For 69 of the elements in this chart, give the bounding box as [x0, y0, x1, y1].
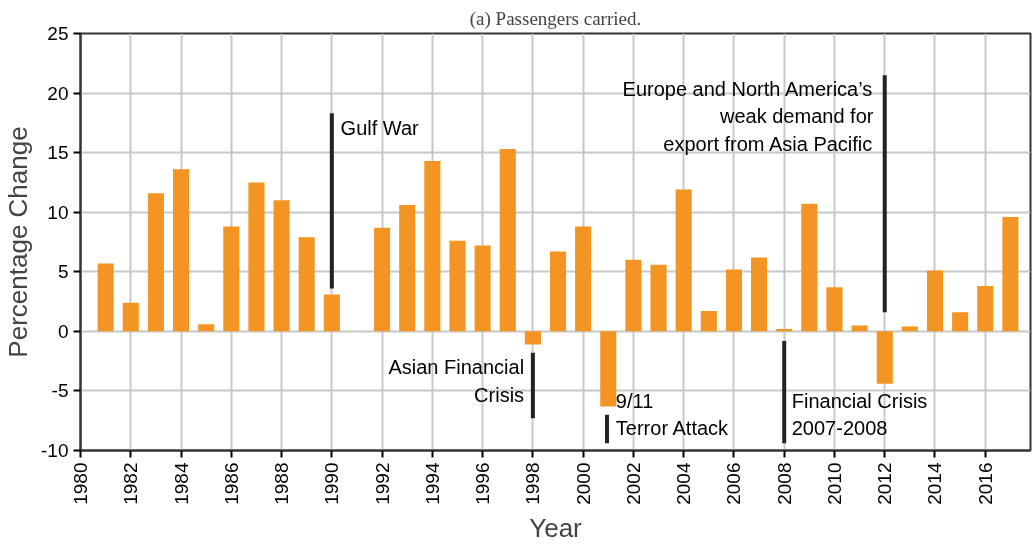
bar — [700, 311, 717, 332]
x-tick-label: 1990 — [321, 462, 343, 505]
bar — [876, 331, 893, 384]
bar — [725, 269, 742, 332]
annotation: Financial Crisis 2007-2008 — [791, 389, 928, 440]
bar — [926, 270, 944, 332]
y-tick-label: -10 — [41, 440, 69, 461]
bar — [273, 200, 290, 332]
bar — [223, 226, 240, 332]
bar — [751, 257, 768, 332]
x-tick-label: 1980 — [70, 462, 91, 505]
x-tick-label: 2006 — [723, 462, 745, 505]
bar — [675, 189, 692, 332]
y-tick-label: 15 — [47, 142, 69, 164]
bar — [650, 264, 667, 332]
bar — [851, 325, 868, 332]
bar — [625, 259, 642, 332]
bar — [801, 203, 818, 332]
x-tick-label: 2010 — [823, 462, 845, 505]
x-tick-label: 1982 — [120, 462, 142, 505]
x-tick-label: 2014 — [924, 462, 946, 505]
x-tick-label: 2012 — [874, 462, 896, 505]
bar — [977, 286, 994, 332]
annotation: 9/11 Terror Attack — [615, 389, 730, 440]
x-tick-label: 1998 — [522, 462, 544, 505]
bar — [424, 160, 441, 332]
x-tick-label: 1994 — [421, 462, 443, 505]
bar — [449, 240, 466, 332]
x-tick-label: 2004 — [673, 462, 695, 505]
y-tick-label: -5 — [51, 380, 69, 402]
y-tick-label: 25 — [47, 23, 69, 44]
x-tick-label: 1984 — [170, 462, 192, 505]
chart-title: (a) Passengers carried. — [469, 7, 642, 30]
bar — [198, 324, 215, 332]
bar — [575, 226, 592, 332]
bar — [952, 312, 969, 332]
x-tick-label: 2002 — [622, 462, 644, 505]
bar — [122, 302, 139, 332]
bar — [826, 287, 843, 332]
x-tick-label: 2000 — [572, 462, 594, 505]
bar — [549, 251, 567, 332]
bar — [172, 169, 190, 332]
bar — [1002, 216, 1019, 332]
bar — [97, 263, 114, 332]
bar — [499, 149, 516, 332]
x-tick-label: 1996 — [472, 462, 494, 505]
annotation: Europe and North America’s weak demand for export from Asia Pacific — [622, 77, 874, 155]
bar — [600, 331, 617, 407]
bar — [399, 205, 416, 332]
annotation: Asian Financial Crisis — [388, 356, 525, 406]
x-axis-title: Year — [529, 512, 583, 543]
bar — [474, 245, 491, 332]
annotation: Gulf War — [340, 116, 420, 139]
y-axis-title: Percentage Change — [3, 126, 34, 358]
x-tick-label: 1988 — [271, 462, 293, 505]
x-tick-label: 2016 — [974, 462, 996, 505]
bar — [147, 193, 164, 332]
bar — [374, 227, 391, 332]
bar — [323, 294, 340, 332]
x-tick-label: 2008 — [773, 462, 795, 505]
bar — [524, 331, 541, 345]
y-tick-label: 5 — [57, 261, 69, 283]
bar — [248, 182, 265, 332]
x-tick-label: 1992 — [371, 462, 393, 505]
y-tick-label: 0 — [57, 320, 69, 342]
bar — [298, 237, 315, 332]
y-tick-label: 10 — [47, 201, 69, 223]
y-tick-label: 20 — [47, 82, 69, 104]
x-tick-label: 1986 — [220, 462, 242, 505]
